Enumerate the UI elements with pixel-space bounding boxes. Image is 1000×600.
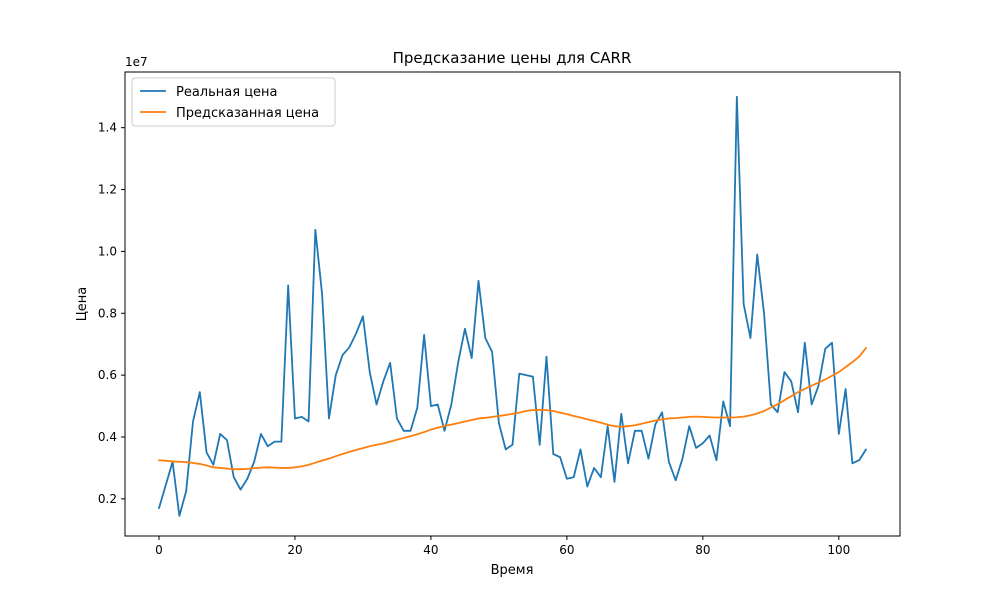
legend-label-real-price: Реальная цена — [176, 85, 278, 100]
x-tick-label: 20 — [287, 543, 302, 557]
x-tick-label: 60 — [559, 543, 574, 557]
x-tick-label: 0 — [155, 543, 163, 557]
legend-label-predicted-price: Предсказанная цена — [176, 106, 319, 121]
y-tick-label: 1.4 — [98, 121, 117, 135]
y-tick-label: 0.2 — [98, 492, 117, 506]
x-tick-label: 100 — [827, 543, 850, 557]
series-line-predicted-price — [158, 347, 867, 471]
series-line-real-price — [158, 95, 867, 517]
series-lines — [158, 95, 867, 517]
x-axis-ticks: 0 20 40 60 80 100 — [155, 536, 850, 557]
y-axis-title: Цена — [75, 287, 90, 322]
y-tick-label: 0.6 — [98, 368, 117, 382]
y-tick-label: 1.0 — [98, 244, 117, 258]
y-tick-label: 0.8 — [98, 306, 117, 320]
y-tick-label: 0.4 — [98, 430, 117, 444]
y-axis-ticks: 0.2 0.4 0.6 0.8 1.0 1.2 1.4 — [98, 121, 125, 506]
x-tick-label: 40 — [423, 543, 438, 557]
x-axis-title: Время — [491, 563, 534, 578]
y-tick-label: 1.2 — [98, 183, 117, 197]
chart-title: Предсказание цены для CARR — [393, 49, 632, 67]
legend: Реальная цена Предсказанная цена — [131, 77, 336, 127]
y-axis-scale-label: 1e7 — [125, 55, 148, 69]
legend-box — [131, 77, 336, 127]
plot-frame — [124, 71, 901, 537]
x-tick-label: 80 — [695, 543, 710, 557]
